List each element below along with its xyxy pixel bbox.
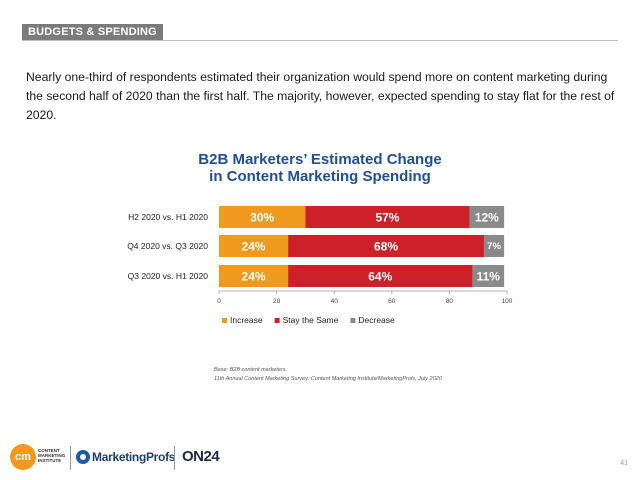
intro-paragraph: Nearly one-third of respondents estimate…: [26, 70, 615, 122]
x-tick-label: 20: [273, 298, 281, 305]
x-tick-label: 80: [446, 298, 454, 305]
legend-label: Decrease: [358, 315, 395, 325]
bar-segment: [288, 235, 484, 257]
logo-divider: [174, 446, 175, 470]
bar-segment: [219, 235, 289, 257]
x-tick-label: 60: [388, 298, 396, 305]
data-label: 57%: [375, 211, 399, 225]
x-tick-label: 100: [502, 298, 513, 305]
marketingprofs-icon: [76, 450, 90, 464]
category-label: Q3 2020 vs. H1 2020: [128, 271, 209, 281]
page-number: 41: [620, 460, 628, 467]
legend-label: Stay the Same: [283, 315, 339, 325]
data-label: 64%: [368, 270, 392, 284]
bar-segment: [483, 235, 505, 257]
chart-title-line2: in Content Marketing Spending: [209, 168, 431, 185]
x-tick-label: 40: [331, 298, 339, 305]
data-label: 24%: [242, 240, 266, 254]
bar-segment: [469, 206, 505, 228]
bar-segment: [219, 265, 289, 287]
legend-label: Increase: [230, 315, 263, 325]
legend-swatch: [350, 318, 356, 323]
data-label: 24%: [242, 270, 266, 284]
bar-segment: [219, 206, 306, 228]
legend-swatch: [274, 318, 280, 323]
section-label: BUDGETS & SPENDING: [22, 24, 163, 40]
bar-segment: [472, 265, 505, 287]
data-label: 30%: [250, 211, 274, 225]
source-base: Base: B2B content marketers.: [214, 367, 288, 373]
cmi-logo: cm: [10, 444, 36, 470]
chart-title-line1: B2B Marketers’ Estimated Change: [198, 151, 442, 168]
category-label: H2 2020 vs. H1 2020: [128, 212, 208, 222]
marketingprofs-logo: MarketingProfs: [92, 450, 176, 464]
chart-sources: Base: B2B content marketers. 11th Annual…: [214, 366, 442, 384]
logo-divider: [70, 446, 71, 470]
data-label: 11%: [477, 270, 501, 284]
cmi-logo-text: CONTENT MARKETING INSTITUTE: [38, 448, 66, 463]
on24-logo: ON24: [182, 448, 220, 465]
x-tick-label: 0: [217, 298, 221, 305]
bar-segment: [288, 265, 473, 287]
section-divider: [22, 40, 618, 41]
category-label: Q4 2020 vs. Q3 2020: [127, 241, 208, 251]
data-label: 7%: [487, 241, 501, 252]
bar-segment: [305, 206, 470, 228]
source-survey: 11th Annual Content Marketing Survey: Co…: [214, 376, 442, 382]
data-label: 68%: [374, 240, 398, 254]
legend-swatch: [222, 318, 227, 323]
data-label: 12%: [475, 211, 499, 225]
